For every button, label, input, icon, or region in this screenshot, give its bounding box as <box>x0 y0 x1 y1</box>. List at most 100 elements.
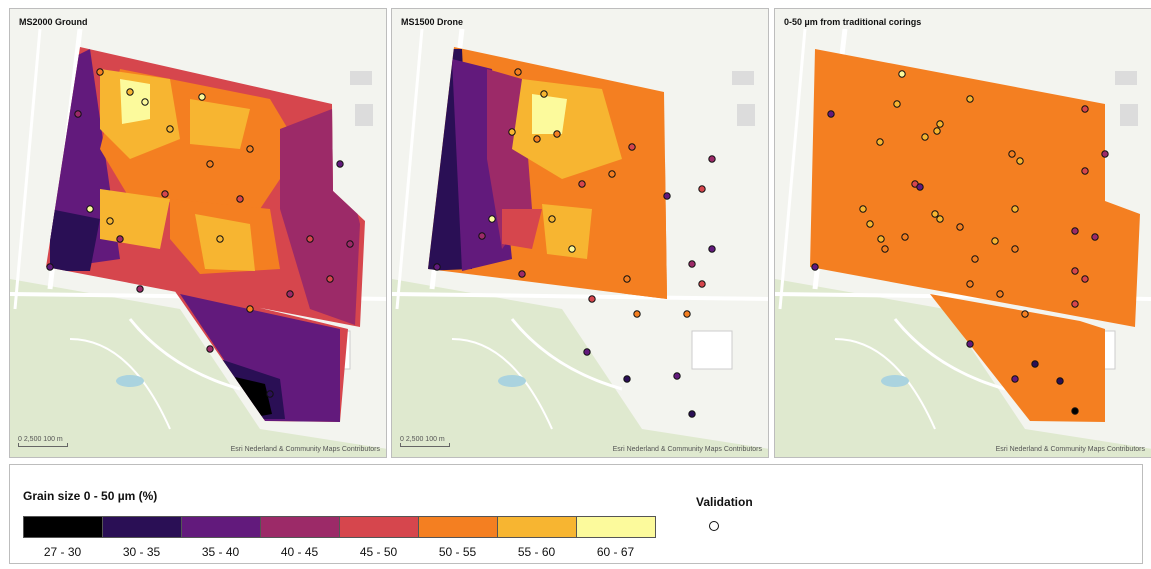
validation-point <box>1011 375 1019 383</box>
legend-swatch-2 <box>182 517 261 537</box>
map-canvas <box>10 9 386 457</box>
validation-point <box>166 125 174 133</box>
map-attribution: Esri Nederland & Community Maps Contribu… <box>612 446 762 453</box>
grain-size-surface <box>428 47 667 299</box>
validation-point <box>553 130 561 138</box>
validation-point <box>1071 407 1079 415</box>
validation-point <box>1101 150 1109 158</box>
validation-point <box>996 290 1004 298</box>
validation-point <box>478 232 486 240</box>
scale-bar <box>400 443 450 447</box>
road <box>13 28 42 310</box>
validation-point <box>827 110 835 118</box>
validation-point <box>683 310 691 318</box>
validation-point <box>1011 245 1019 253</box>
class-area <box>190 99 250 149</box>
validation-point <box>623 275 631 283</box>
validation-point <box>508 128 516 136</box>
validation-point <box>74 110 82 118</box>
validation-point <box>86 205 94 213</box>
validation-point <box>956 223 964 231</box>
validation-point <box>708 245 716 253</box>
building <box>350 71 372 85</box>
scale-bar <box>18 443 68 447</box>
road <box>128 318 241 391</box>
validation-point <box>916 183 924 191</box>
legend-swatch-3 <box>261 517 340 537</box>
legend-swatch-1 <box>103 517 182 537</box>
map-canvas <box>392 9 768 457</box>
road <box>834 338 936 430</box>
validation-point <box>246 305 254 313</box>
validation-point <box>588 295 596 303</box>
validation-point <box>488 215 496 223</box>
validation-point <box>898 70 906 78</box>
validation-point <box>206 345 214 353</box>
validation-point <box>623 375 631 383</box>
pond <box>881 375 909 387</box>
road <box>893 318 1006 391</box>
map-panel-corings[interactable]: 0-50 µm from traditional corings Esri Ne… <box>774 8 1151 458</box>
panel-title: 0-50 µm from traditional corings <box>784 17 922 27</box>
field-main <box>810 49 1140 327</box>
class-area <box>532 94 567 134</box>
validation-point <box>1091 233 1099 241</box>
validation-point <box>106 217 114 225</box>
map-panel-ground[interactable]: MS2000 Ground 0 2,500 100 m Esri Nederla… <box>9 8 387 458</box>
validation-point <box>931 210 939 218</box>
road <box>392 292 768 301</box>
panel-title: MS2000 Ground <box>19 17 88 27</box>
map-legend: Grain size 0 - 50 µm (%) 27 - 30 30 - 35 3… <box>9 464 1143 564</box>
pond <box>498 375 526 387</box>
building <box>732 71 754 85</box>
field-south <box>930 294 1105 422</box>
legend-label-2: 35 - 40 <box>201 545 240 559</box>
class-area <box>622 159 667 299</box>
legend-swatch-6 <box>498 517 577 537</box>
class-area <box>195 214 255 271</box>
legend-label-7: 60 - 67 <box>596 545 635 559</box>
validation-point <box>1071 300 1079 308</box>
class-area <box>235 377 272 417</box>
validation-point <box>881 245 889 253</box>
validation-point <box>216 235 224 243</box>
map-panel-drone[interactable]: MS1500 Drone 0 2,500 100 m Esri Nederlan… <box>391 8 769 458</box>
legend-swatch-7 <box>577 517 655 537</box>
validation-point <box>876 138 884 146</box>
validation-point <box>933 127 941 135</box>
legend-label-6: 55 - 60 <box>517 545 556 559</box>
map-canvas <box>775 9 1151 457</box>
class-area <box>542 204 592 259</box>
validation-point <box>936 120 944 128</box>
legend-swatch-0 <box>24 517 103 537</box>
validation-point <box>326 275 334 283</box>
validation-point <box>346 240 354 248</box>
scale-label: 0 2,500 100 m <box>400 436 445 443</box>
road <box>395 28 424 310</box>
validation-point <box>578 180 586 188</box>
validation-point <box>540 90 548 98</box>
validation-point <box>866 220 874 228</box>
legend-label-0: 27 - 30 <box>43 545 82 559</box>
validation-point <box>1081 167 1089 175</box>
validation-point <box>306 235 314 243</box>
validation-point <box>266 390 274 398</box>
validation-point <box>628 143 636 151</box>
validation-point <box>698 185 706 193</box>
validation-point <box>688 410 696 418</box>
building-lot <box>691 330 733 370</box>
validation-point <box>811 263 819 271</box>
validation-point <box>1071 227 1079 235</box>
park-area <box>775 279 1151 457</box>
validation-point <box>46 263 54 271</box>
validation-point <box>1008 150 1016 158</box>
validation-point <box>859 205 867 213</box>
validation-point <box>688 260 696 268</box>
legend-label-3: 40 - 45 <box>280 545 319 559</box>
legend-label-5: 50 - 55 <box>438 545 477 559</box>
legend-swatch-5 <box>419 517 498 537</box>
park-area <box>10 279 386 457</box>
validation-point <box>583 348 591 356</box>
validation-point <box>921 133 929 141</box>
validation-point <box>673 372 681 380</box>
